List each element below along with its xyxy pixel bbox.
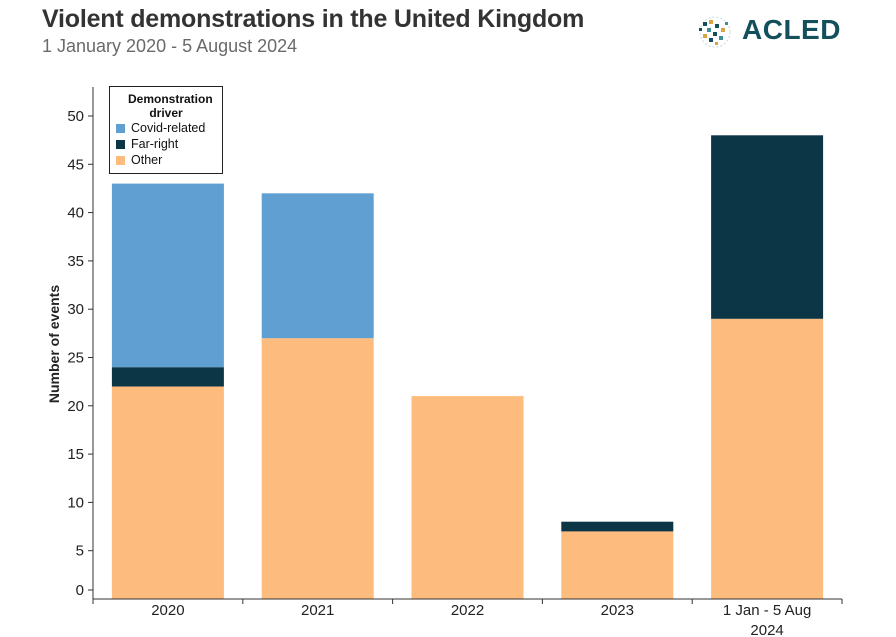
y-axis-title: Number of events <box>46 285 62 403</box>
legend-label-other: Other <box>131 153 163 167</box>
chart-legend: Demonstration driver Covid-related Far-r… <box>109 86 223 174</box>
y-tick-label-25: 25 <box>67 349 84 366</box>
y-tick-label-40: 40 <box>67 205 84 222</box>
y-tick-label-15: 15 <box>67 446 84 463</box>
x-tick-label: 2023 <box>601 602 634 619</box>
bar-far-right-2020 <box>111 367 224 387</box>
legend-title: Demonstration driver <box>128 92 213 120</box>
y-tick-label-30: 30 <box>67 301 84 318</box>
y-tick-label-45: 45 <box>67 156 84 173</box>
bar-other-1-jan-5-aug-2024 <box>711 318 824 599</box>
bar-far-right-2023 <box>561 521 674 532</box>
x-tick-label: 2021 <box>301 602 334 619</box>
bar-covid-related-2021 <box>261 193 374 339</box>
y-tick-label-20: 20 <box>67 398 84 415</box>
chart-title: Violent demonstrations in the United Kin… <box>42 5 585 33</box>
legend-label-far-right: Far-right <box>131 137 179 151</box>
x-tick-label: 2024 <box>750 622 783 637</box>
axes-group: 0 5 10 15 20 25 30 35 40 45 50 2020 2021 2022 2023 1 Ja… <box>46 87 843 637</box>
bar-other-2020 <box>111 386 224 599</box>
legend-item-far-right: Far-right <box>116 136 222 152</box>
bar-other-2022 <box>411 396 524 599</box>
y-tick-label-50: 50 <box>67 108 84 125</box>
y-tick-label-5: 5 <box>76 543 84 560</box>
y-tick-label-10: 10 <box>67 494 84 511</box>
bars-group <box>111 135 824 599</box>
bar-other-2023 <box>561 531 674 599</box>
x-tick-label: 2022 <box>451 602 484 619</box>
legend-label-covid-related: Covid-related <box>131 121 206 135</box>
bar-far-right-1-jan-5-aug-2024 <box>711 135 824 319</box>
legend-item-covid-related: Covid-related <box>116 120 222 136</box>
logo-text: ACLED <box>742 14 841 45</box>
legend-swatch-far-right <box>116 139 125 149</box>
legend-swatch-other <box>116 155 125 165</box>
legend-item-other: Other <box>116 152 222 168</box>
legend-swatch-covid-related <box>116 123 125 133</box>
bar-other-2021 <box>261 338 374 599</box>
x-tick-label: 2020 <box>151 602 184 619</box>
acled-logo-icon <box>699 16 731 48</box>
chart-subtitle: 1 January 2020 - 5 August 2024 <box>42 36 298 56</box>
y-tick-label-0: 0 <box>76 582 84 599</box>
x-tick-label: 1 Jan - 5 Aug <box>723 602 811 619</box>
bar-covid-related-2020 <box>111 183 224 368</box>
y-tick-label-35: 35 <box>67 253 84 270</box>
